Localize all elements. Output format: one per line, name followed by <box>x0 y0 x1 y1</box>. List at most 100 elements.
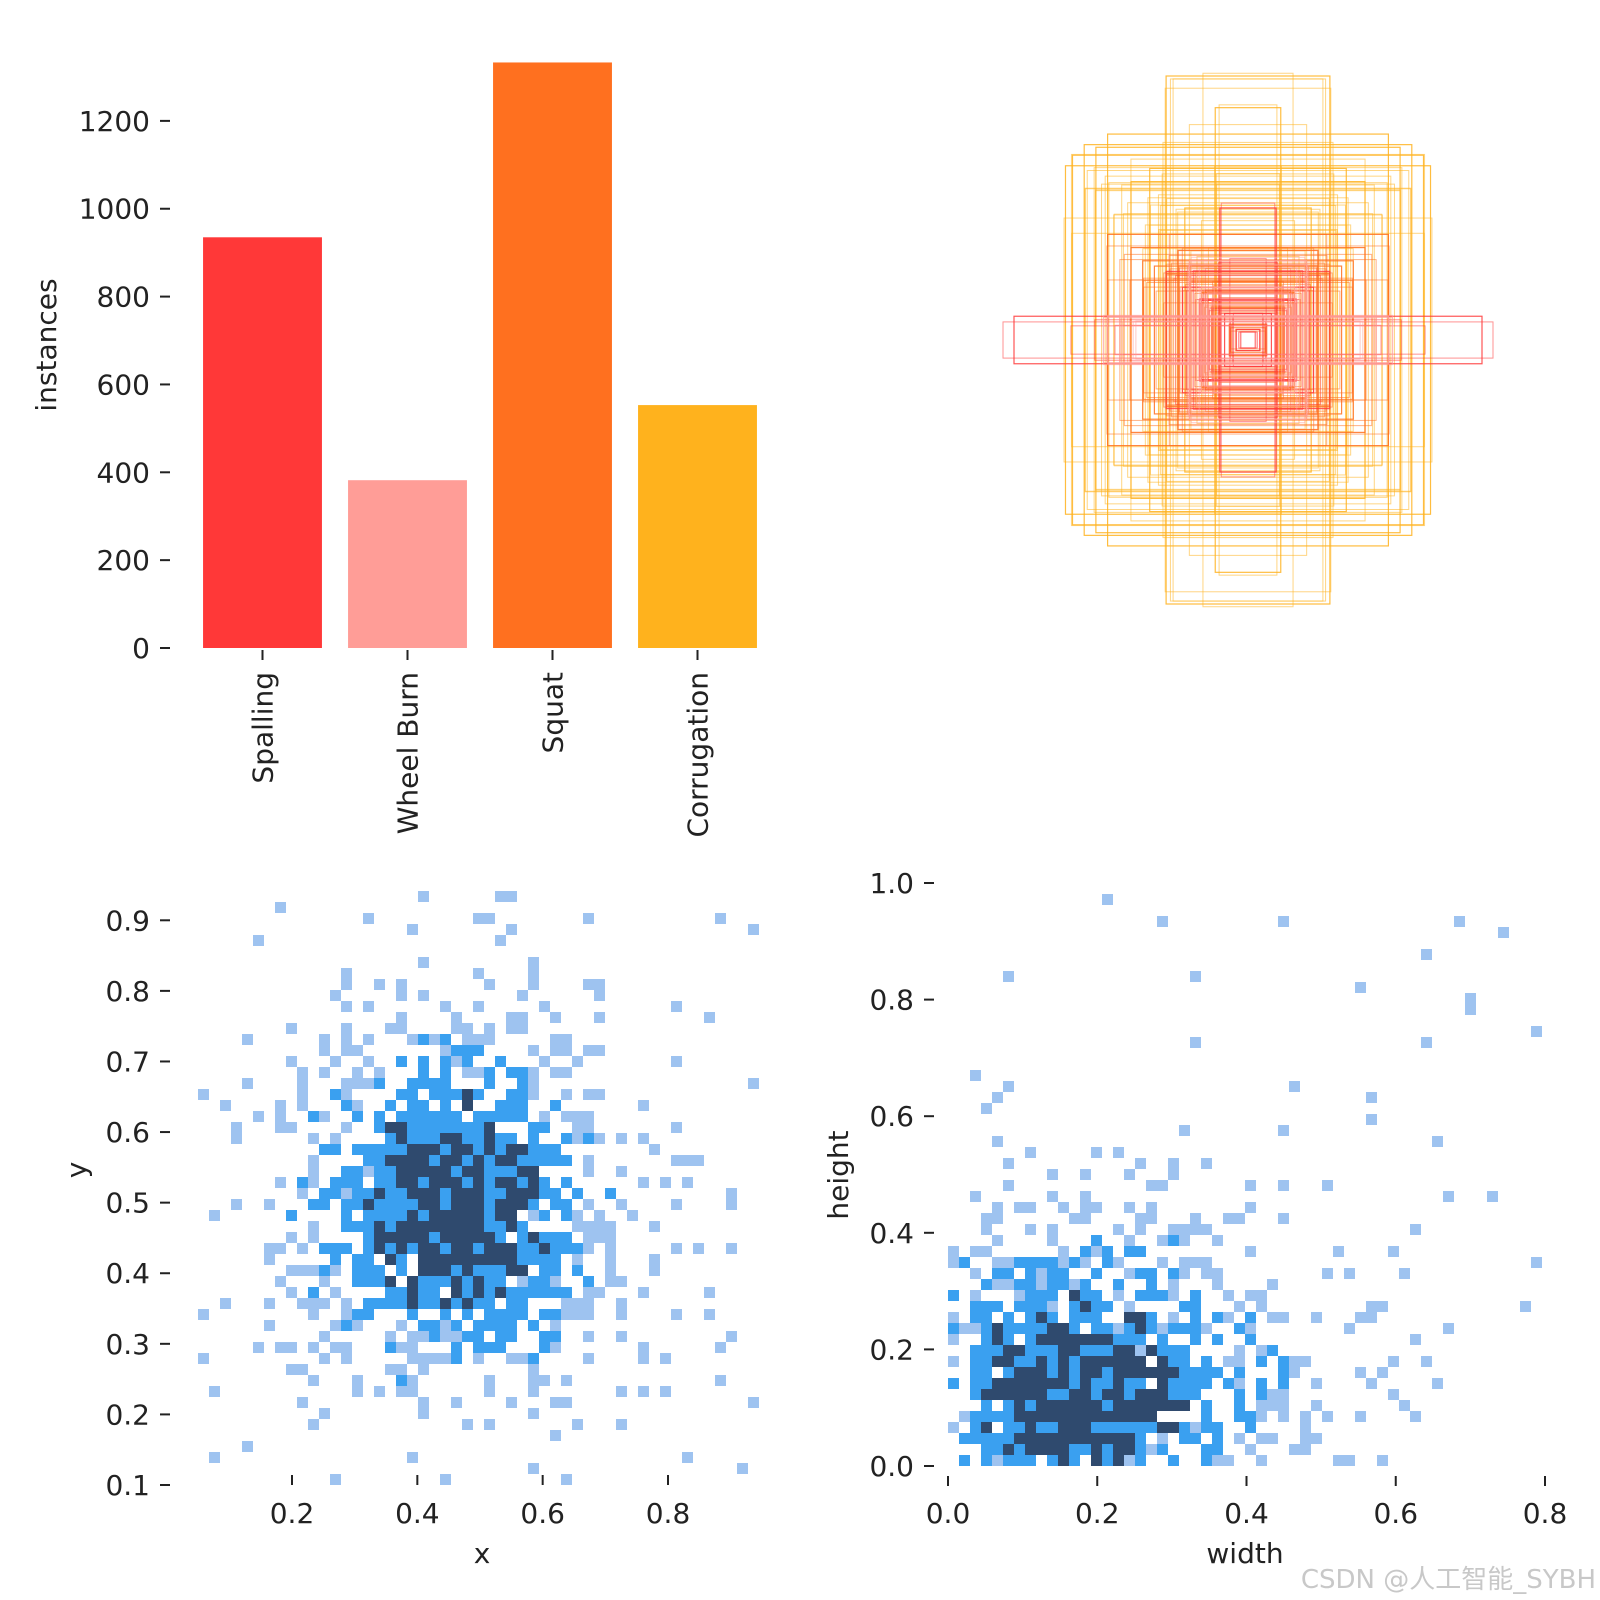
hist-cell <box>451 1342 462 1353</box>
hist-cell <box>1069 1356 1080 1367</box>
hist-cell <box>671 1122 682 1133</box>
hist-cell <box>1267 1279 1278 1290</box>
bbox-corrugation <box>1108 182 1388 498</box>
hist-cell <box>1179 1235 1190 1246</box>
hist-cell <box>451 1166 462 1177</box>
bbox-corrugation <box>1095 190 1401 490</box>
hist-cell <box>396 1023 407 1034</box>
hist-cell <box>1322 1268 1333 1279</box>
bbox-corrugation <box>1071 154 1425 526</box>
hist-cell <box>1025 1279 1036 1290</box>
hist-cell <box>616 1133 627 1144</box>
hist-cell <box>594 990 605 1001</box>
hist-cell <box>605 1254 616 1265</box>
hist-cell <box>1146 1323 1157 1334</box>
hist-cell <box>1014 1378 1025 1389</box>
hist-cell <box>561 1210 572 1221</box>
hist-cell <box>462 1287 473 1298</box>
hist-cell <box>583 1243 594 1254</box>
hist-cell <box>341 1122 352 1133</box>
hist-cell <box>550 1397 561 1408</box>
hist-cell <box>1069 1323 1080 1334</box>
hist-cell <box>363 1221 374 1232</box>
hist-cell <box>1124 1246 1135 1257</box>
hist-cell <box>506 1089 517 1100</box>
hist-cell <box>572 1221 583 1232</box>
hist-cell <box>1036 1323 1047 1334</box>
hist-cell <box>992 1323 1003 1334</box>
hist-cell <box>330 1133 341 1144</box>
hist-cell <box>970 1378 981 1389</box>
hist-cell <box>495 1243 506 1254</box>
hist-cell <box>363 1232 374 1243</box>
hist-cell <box>385 1342 396 1353</box>
hist-cell <box>1014 1290 1025 1301</box>
hist-cell <box>385 1199 396 1210</box>
hist-cell <box>605 1188 616 1199</box>
hist-cell <box>1080 1411 1091 1422</box>
xy-x-axis: 0.2 0.4 0.6 0.8 <box>270 1475 690 1530</box>
hist-cell <box>1135 1323 1146 1334</box>
hist-cell <box>418 1408 429 1419</box>
hist-cell <box>970 1356 981 1367</box>
hist-cell <box>484 1375 495 1386</box>
hist-cell <box>528 1166 539 1177</box>
hist-cell <box>1300 1433 1311 1444</box>
hist-cell <box>1146 1202 1157 1213</box>
hist-cell <box>1190 1334 1201 1345</box>
hist-cell <box>418 1364 429 1375</box>
bbox-wheel-burn <box>1107 316 1389 364</box>
hist-cell <box>1201 1455 1212 1466</box>
bbox-spalling <box>1218 261 1278 419</box>
hist-cell <box>1212 1235 1223 1246</box>
hist-cell <box>374 1221 385 1232</box>
hist-cell <box>539 1188 550 1199</box>
hist-cell <box>671 1309 682 1320</box>
hist-cell <box>330 990 341 1001</box>
hist-cell <box>319 1331 330 1342</box>
bbox-corrugation <box>1196 255 1300 425</box>
hist-cell <box>407 1331 418 1342</box>
hist-cell <box>319 1067 330 1078</box>
hist-cell <box>1080 1378 1091 1389</box>
hist-cell <box>572 1243 583 1254</box>
hist-cell <box>1399 1400 1410 1411</box>
hist-cell <box>1157 1323 1168 1334</box>
hist-cell <box>1025 1312 1036 1323</box>
hist-cell <box>1234 1356 1245 1367</box>
hist-cell <box>992 1345 1003 1356</box>
hist-cell <box>561 1243 572 1254</box>
hist-cell <box>1069 1345 1080 1356</box>
xy-y-tick-label: 0.8 <box>105 975 150 1008</box>
bbox-wheel-burn <box>1206 291 1290 389</box>
hist-cell <box>1168 1235 1179 1246</box>
hist-cell <box>992 1136 1003 1147</box>
hist-cell <box>374 979 385 990</box>
hist-cell <box>363 1265 374 1276</box>
wh-x-tick-label: 0.6 <box>1373 1497 1418 1530</box>
hist-cell <box>528 1045 539 1056</box>
hist-cell <box>1047 1290 1058 1301</box>
hist-cell <box>1058 1378 1069 1389</box>
hist-cell <box>407 1452 418 1463</box>
bbox-corrugation <box>1157 194 1339 486</box>
hist-cell <box>583 1309 594 1320</box>
hist-cell <box>1069 1279 1080 1290</box>
hist-cell <box>440 1078 451 1089</box>
hist-cell <box>418 1155 429 1166</box>
hist-cell <box>1135 1158 1146 1169</box>
hist-cell <box>396 1320 407 1331</box>
hist-cell <box>1256 1400 1267 1411</box>
hist-cell <box>1146 1367 1157 1378</box>
hist-cell <box>1267 1345 1278 1356</box>
hist-cell <box>1091 1202 1102 1213</box>
hist-cell <box>981 1444 992 1455</box>
hist-cell <box>1025 1411 1036 1422</box>
hist-cell <box>341 1210 352 1221</box>
hist-cell <box>671 1056 682 1067</box>
hist-cell <box>297 1100 308 1111</box>
hist-cell <box>1498 927 1509 938</box>
hist-cell <box>528 1287 539 1298</box>
hist-cell <box>1443 1323 1454 1334</box>
hist-cell <box>473 1045 484 1056</box>
